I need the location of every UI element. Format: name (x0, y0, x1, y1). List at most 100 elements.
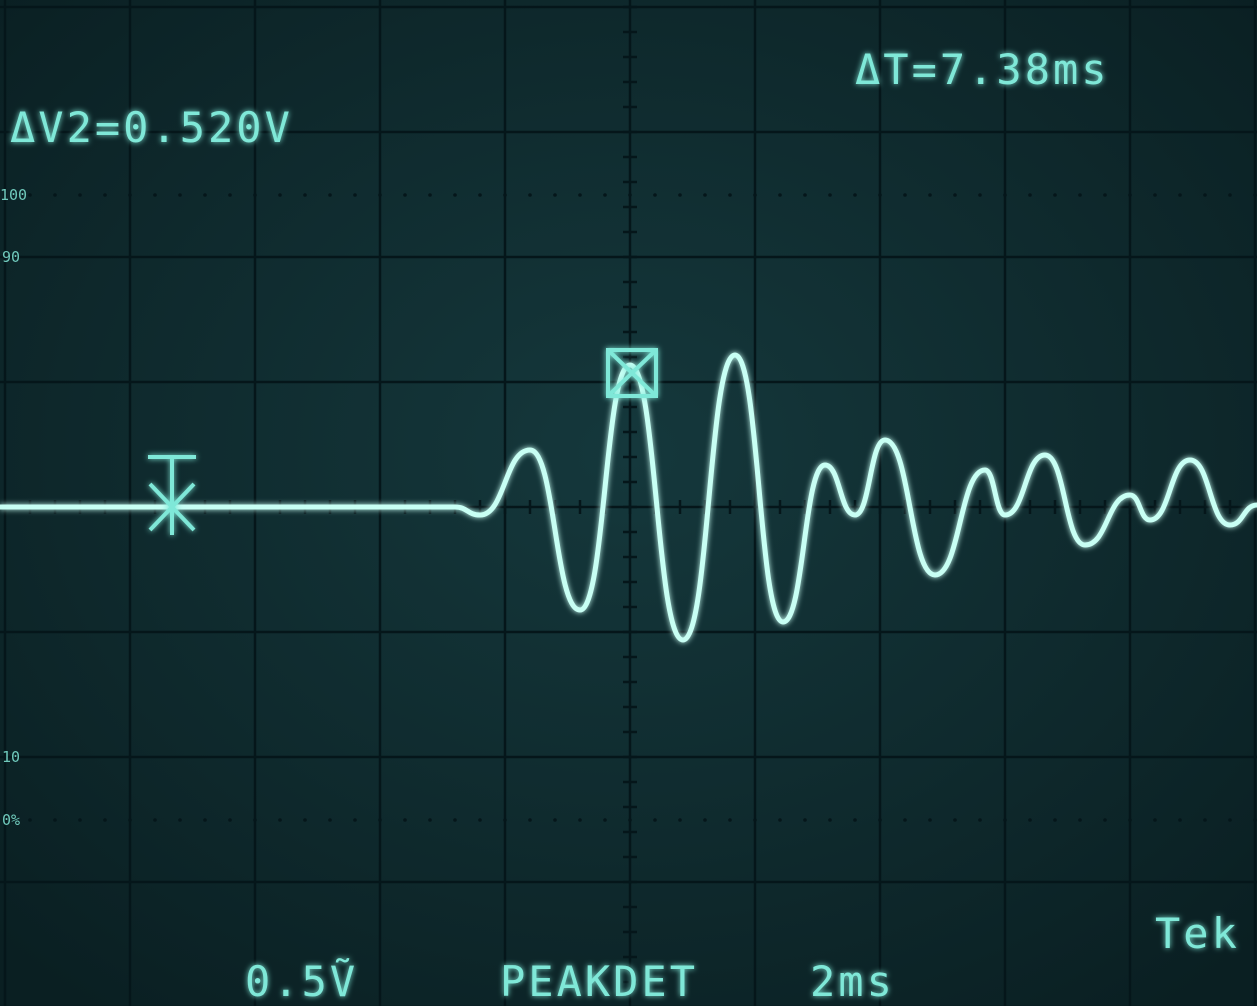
label-10: 10 (2, 748, 20, 766)
dotted-level (1178, 193, 1182, 197)
dotted-level (428, 193, 432, 197)
dotted-level (353, 818, 357, 822)
dotted-level (553, 193, 557, 197)
dotted-level (1103, 193, 1107, 197)
dotted-level (628, 818, 632, 822)
dotted-level (753, 818, 757, 822)
dotted-level (128, 818, 132, 822)
cursor-markers (148, 348, 658, 535)
label-0: 0% (2, 811, 20, 829)
dotted-level (328, 818, 332, 822)
dotted-level (578, 193, 582, 197)
dotted-level (53, 818, 57, 822)
dotted-level (1153, 193, 1157, 197)
dotted-level (1053, 818, 1057, 822)
cursor-1 (148, 455, 196, 535)
mode-readout: PEAKDET (500, 957, 698, 1006)
dotted-level (1003, 818, 1007, 822)
dotted-level (678, 818, 682, 822)
dotted-level (528, 818, 532, 822)
brand: Tek (1155, 909, 1240, 958)
dotted-level (253, 818, 257, 822)
dotted-level (728, 193, 732, 197)
cursor-2 (606, 348, 658, 398)
dotted-level (653, 818, 657, 822)
dotted-level (778, 818, 782, 822)
dotted-level (803, 193, 807, 197)
dotted-level (1028, 818, 1032, 822)
dotted-level (203, 193, 207, 197)
dotted-level (403, 193, 407, 197)
dotted-level (203, 818, 207, 822)
dotted-level (1078, 193, 1082, 197)
dotted-level (903, 818, 907, 822)
dotted-level (278, 818, 282, 822)
dotted-level (1003, 193, 1007, 197)
dotted-level (928, 818, 932, 822)
dotted-level (528, 193, 532, 197)
dotted-level (853, 818, 857, 822)
readouts: ΔV2=0.520V ΔT=7.38ms 0.5Ṽ PEAKDET 2ms Te… (10, 45, 1240, 1006)
dotted-level (178, 193, 182, 197)
dotted-level (978, 193, 982, 197)
waveform-trace (0, 352, 1257, 643)
dotted-level (428, 818, 432, 822)
dotted-level (1253, 193, 1257, 197)
dotted-level (1228, 193, 1232, 197)
dotted-level (3, 818, 7, 822)
dotted-level (1103, 818, 1107, 822)
dotted-level (378, 818, 382, 822)
dotted-level (453, 818, 457, 822)
dotted-level (228, 193, 232, 197)
dotted-level (1203, 193, 1207, 197)
dotted-level (303, 193, 307, 197)
dotted-level (703, 818, 707, 822)
dotted-level (1128, 193, 1132, 197)
dotted-level (753, 193, 757, 197)
dotted-level (128, 193, 132, 197)
dotted-level (878, 193, 882, 197)
dotted-level (728, 818, 732, 822)
delta-v-readout: ΔV2=0.520V (10, 103, 293, 152)
dotted-level (503, 193, 507, 197)
dotted-level (928, 193, 932, 197)
dotted-level (28, 193, 32, 197)
dotted-level (478, 818, 482, 822)
dotted-level (603, 818, 607, 822)
dotted-level (303, 818, 307, 822)
dotted-level (553, 818, 557, 822)
dotted-level (653, 193, 657, 197)
dotted-level (578, 818, 582, 822)
dotted-level (828, 193, 832, 197)
dotted-level (253, 193, 257, 197)
scale-readout: 0.5Ṽ (245, 957, 358, 1006)
dotted-level (178, 818, 182, 822)
dotted-level (1203, 818, 1207, 822)
dotted-level (778, 193, 782, 197)
dotted-level (78, 818, 82, 822)
dotted-level (228, 818, 232, 822)
label-90: 90 (2, 248, 20, 266)
dotted-level (1028, 193, 1032, 197)
dotted-level (3, 193, 7, 197)
delta-t-readout: ΔT=7.38ms (855, 45, 1110, 94)
dotted-level (103, 818, 107, 822)
dotted-level (278, 193, 282, 197)
dotted-level (1178, 818, 1182, 822)
dotted-level (353, 193, 357, 197)
dotted-level (478, 193, 482, 197)
dotted-level (28, 818, 32, 822)
timebase-readout: 2ms (810, 957, 895, 1006)
dotted-level (603, 193, 607, 197)
dotted-level (903, 193, 907, 197)
label-100: 100 (0, 186, 27, 204)
dotted-level (103, 193, 107, 197)
dotted-level (78, 193, 82, 197)
dotted-level (503, 818, 507, 822)
dotted-level (1078, 818, 1082, 822)
dotted-level (153, 193, 157, 197)
dotted-level (1153, 818, 1157, 822)
dotted-level (953, 193, 957, 197)
